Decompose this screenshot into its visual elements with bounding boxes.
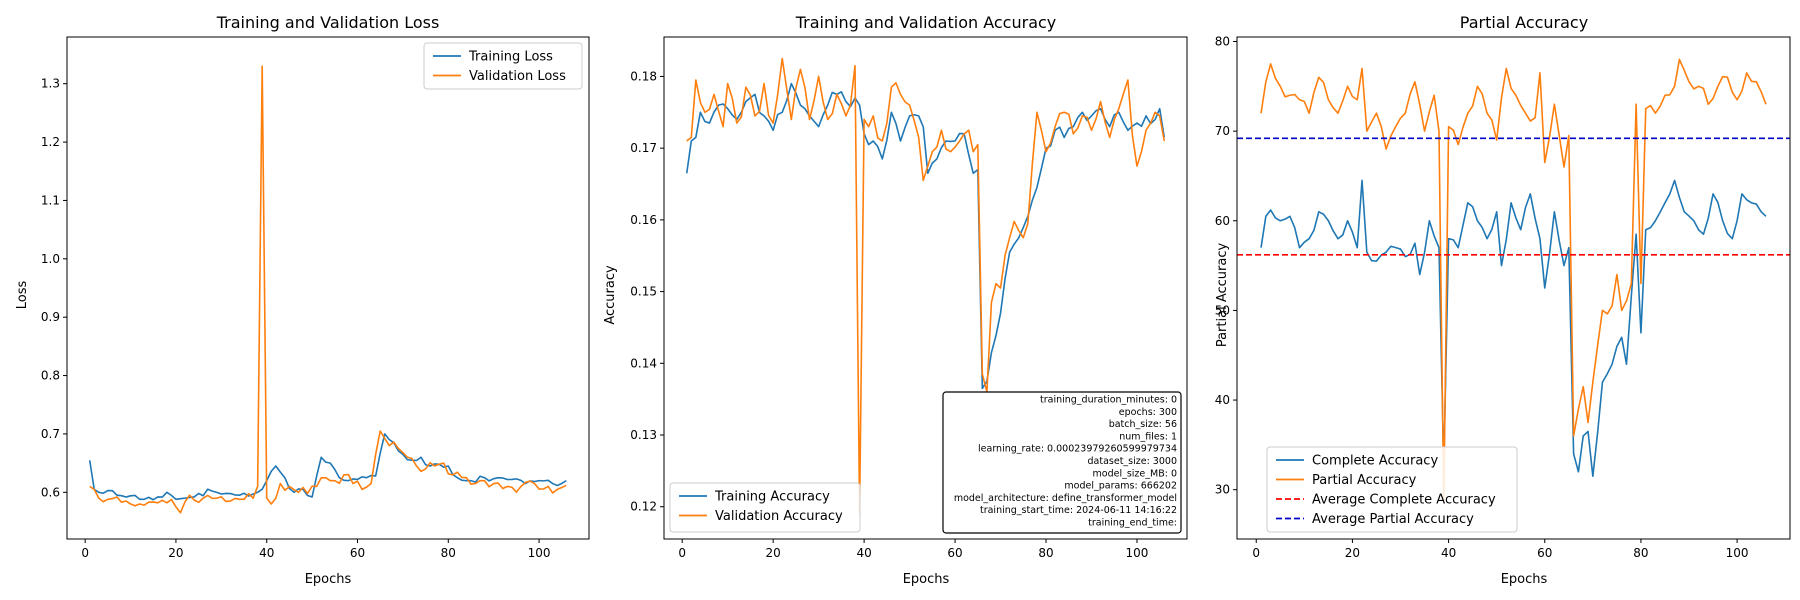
- y-tick-label: 0.15: [630, 285, 657, 299]
- series-line-validation-loss: [89, 65, 567, 514]
- legend-label-training-accuracy: Training Accuracy: [714, 490, 830, 505]
- y-tick-label: 0.9: [41, 310, 60, 324]
- y-tick-label: 70: [1215, 124, 1230, 138]
- x-tick-label: 100: [1726, 546, 1749, 560]
- x-tick-label: 0: [1252, 546, 1260, 560]
- y-tick-label: 60: [1215, 214, 1230, 228]
- legend-label-validation-accuracy: Validation Accuracy: [715, 509, 843, 524]
- y-tick-label: 0.12: [630, 500, 657, 514]
- y-tick-label: 0.17: [630, 141, 657, 155]
- loss-plot-area: 0 20 40 60 80 100 0.6 0.7 0.8 0.9 1.0 1.1 1.2 1.3 Trai…: [41, 36, 590, 560]
- legend-box: [1266, 446, 1518, 533]
- info-line: model_params: 666202: [1064, 481, 1177, 492]
- legend-box: [423, 42, 583, 90]
- legend: Training Loss Validation Loss: [423, 42, 583, 90]
- legend-label-complete-accuracy: Complete Accuracy: [1312, 454, 1438, 469]
- y-tick-label: 0.16: [630, 213, 657, 227]
- legend-label-average-partial-accuracy: Average Partial Accuracy: [1312, 512, 1474, 527]
- y-tick-label: 0.18: [630, 69, 657, 83]
- y-tick-label: 1.3: [41, 77, 60, 91]
- accuracy-chart-title: Training and Validation Accuracy: [795, 13, 1057, 32]
- x-tick-label: 20: [168, 546, 183, 560]
- axes-frame: [1236, 36, 1791, 540]
- loss-chart-ylabel: Loss: [15, 281, 30, 310]
- x-tick-label: 20: [766, 546, 781, 560]
- info-line: learning_rate: 0.00023979260599979734: [978, 444, 1177, 455]
- info-line: training_end_time:: [1088, 518, 1177, 529]
- y-tick-label: 1.2: [41, 135, 60, 149]
- info-line: model_size_MB: 0: [1093, 468, 1177, 479]
- info-line: training_start_time: 2024-06-11 14:16:22: [980, 505, 1177, 516]
- accuracy-chart: Training and Validation Accuracy Epochs …: [603, 13, 1188, 587]
- info-line: epochs: 300: [1119, 407, 1177, 418]
- legend-label-training-loss: Training Loss: [468, 50, 553, 65]
- loss-chart: Training and Validation Loss Epochs Loss…: [15, 13, 590, 587]
- x-tick-label: 40: [1441, 546, 1456, 560]
- accuracy-plot-area: 0 20 40 60 80 100 0.12 0.13 0.14 0.15 0.16 0.17 0.18…: [630, 36, 1188, 560]
- y-tick-label: 1.0: [41, 252, 60, 266]
- legend-label-partial-accuracy: Partial Accuracy: [1312, 473, 1417, 488]
- y-tick-label: 30: [1215, 483, 1230, 497]
- y-tick-label: 40: [1215, 393, 1230, 407]
- y-tick-label: 0.6: [41, 485, 60, 499]
- y-tick-label: 0.14: [630, 356, 657, 370]
- info-box-frame: [942, 391, 1182, 534]
- x-tick-label: 20: [1345, 546, 1360, 560]
- axes-frame: [66, 36, 590, 540]
- x-tick-label: 40: [259, 546, 274, 560]
- series-line-training-loss: [88, 433, 567, 501]
- legend-label-average-complete-accuracy: Average Complete Accuracy: [1312, 493, 1496, 508]
- x-tick-label: 80: [1633, 546, 1648, 560]
- legend-label-validation-loss: Validation Loss: [469, 69, 566, 84]
- partial-accuracy-chart: Partial Accuracy Epochs Partial Accuracy…: [1215, 13, 1791, 587]
- accuracy-chart-ylabel: Accuracy: [603, 265, 618, 325]
- info-line: num_files: 1: [1119, 431, 1177, 442]
- x-tick-label: 60: [350, 546, 365, 560]
- info-line: dataset_size: 3000: [1088, 456, 1178, 467]
- x-tick-label: 0: [678, 546, 686, 560]
- partial-accuracy-chart-xlabel: Epochs: [1501, 572, 1548, 587]
- loss-chart-title: Training and Validation Loss: [216, 13, 440, 32]
- axes-frame: [663, 36, 1188, 540]
- info-line: batch_size: 56: [1109, 419, 1177, 430]
- info-line: training_duration_minutes: 0: [1040, 395, 1177, 406]
- y-tick-label: 0.13: [630, 428, 657, 442]
- x-tick-label: 80: [441, 546, 456, 560]
- y-tick-label: 0.8: [41, 369, 60, 383]
- y-tick-label: 0.7: [41, 427, 60, 441]
- partial-accuracy-chart-title: Partial Accuracy: [1460, 13, 1588, 32]
- legend-box: [669, 482, 861, 533]
- series-line-partial-accuracy: [1260, 58, 1767, 504]
- partial-accuracy-plot-area: 0 20 40 60 80 100 30 40 50 60 70 80 Complete Accurac…: [1215, 34, 1791, 560]
- y-tick-label: 1.1: [41, 193, 60, 207]
- legend: Complete Accuracy Partial Accuracy Average…: [1266, 446, 1518, 533]
- accuracy-chart-xlabel: Epochs: [903, 572, 950, 587]
- info-line: model_architecture: define_transformer_m…: [954, 493, 1177, 504]
- y-tick-label: 50: [1215, 303, 1230, 317]
- partial-accuracy-chart-ylabel: Partial Accuracy: [1215, 243, 1230, 348]
- series-line-complete-accuracy: [1260, 179, 1767, 478]
- x-tick-label: 80: [1038, 546, 1053, 560]
- legend: Training Accuracy Validation Accuracy: [669, 482, 861, 533]
- x-tick-label: 60: [947, 546, 962, 560]
- x-tick-label: 40: [856, 546, 871, 560]
- series-line-validation-accuracy: [686, 57, 1166, 515]
- x-tick-label: 100: [528, 546, 551, 560]
- y-tick-label: 80: [1215, 34, 1230, 48]
- loss-chart-xlabel: Epochs: [305, 572, 352, 587]
- x-tick-label: 0: [81, 546, 89, 560]
- x-tick-label: 60: [1537, 546, 1552, 560]
- x-tick-label: 100: [1126, 546, 1149, 560]
